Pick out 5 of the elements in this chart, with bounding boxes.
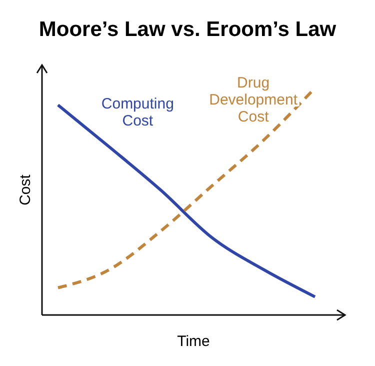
x-axis-title: Time	[177, 333, 210, 350]
series-label: Computing Cost	[101, 96, 174, 130]
y-axis-title: Cost	[17, 174, 34, 206]
series-label: Drug Development Cost	[209, 74, 298, 126]
chart-title: Moore’s Law vs. Eroom’s Law	[38, 18, 337, 41]
